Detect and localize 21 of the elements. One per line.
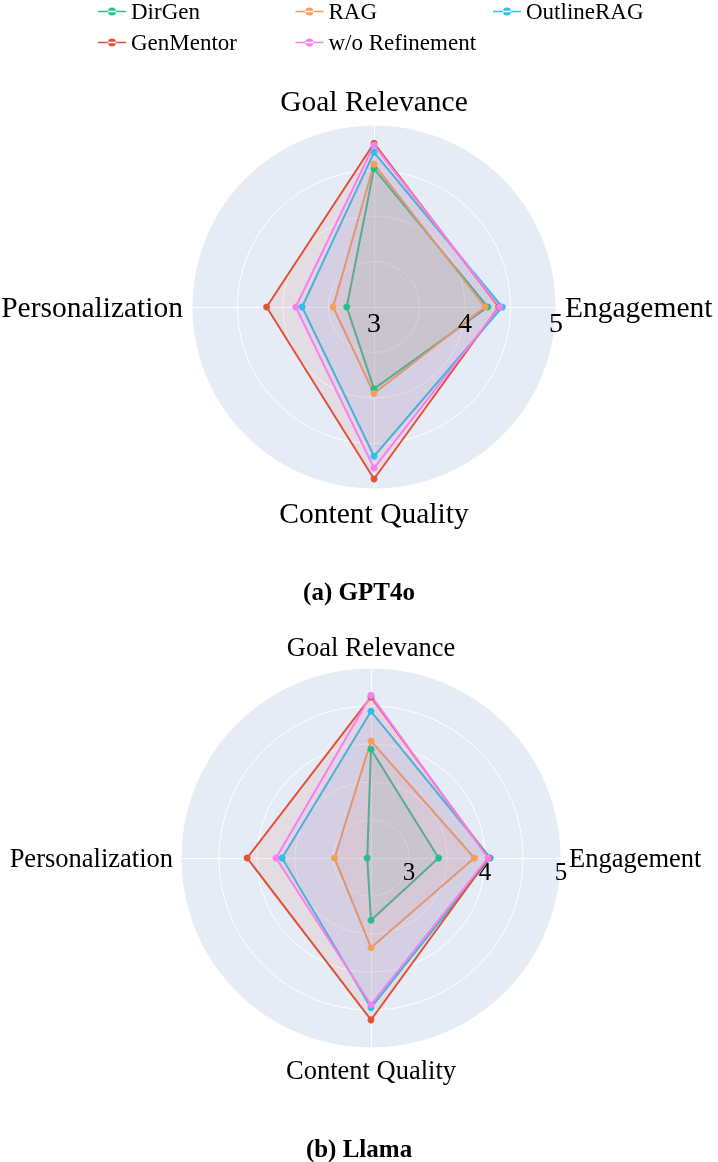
spoke-label: Engagement: [565, 291, 714, 323]
y-tick-label: 5: [554, 858, 568, 886]
legend-label: GenMentor: [131, 30, 238, 55]
spoke-label: Content Quality: [279, 497, 469, 529]
y-tick-label: 4: [458, 306, 472, 338]
y-tick-label: 3: [367, 306, 381, 338]
spoke-label: Personalization: [9, 843, 173, 873]
y-tick-label: 4: [478, 858, 492, 886]
text: (b) Llama: [305, 1134, 413, 1162]
y-tick-label: 5: [549, 306, 563, 338]
spoke-label: Personalization: [1, 291, 184, 323]
spoke-label: Goal Relevance: [286, 631, 456, 662]
text: (a) GPT4o: [303, 577, 415, 606]
legend-label: OutlineRAG: [526, 0, 644, 24]
spoke-label: Engagement: [569, 843, 703, 873]
spoke-label: Goal Relevance: [280, 85, 468, 117]
y-tick-label: 3: [402, 858, 416, 886]
spoke-label: Content Quality: [285, 1054, 457, 1085]
legend-label: w/o Refinement: [328, 30, 477, 55]
legend-label: RAG: [328, 0, 378, 24]
legend-label: DirGen: [131, 0, 201, 24]
